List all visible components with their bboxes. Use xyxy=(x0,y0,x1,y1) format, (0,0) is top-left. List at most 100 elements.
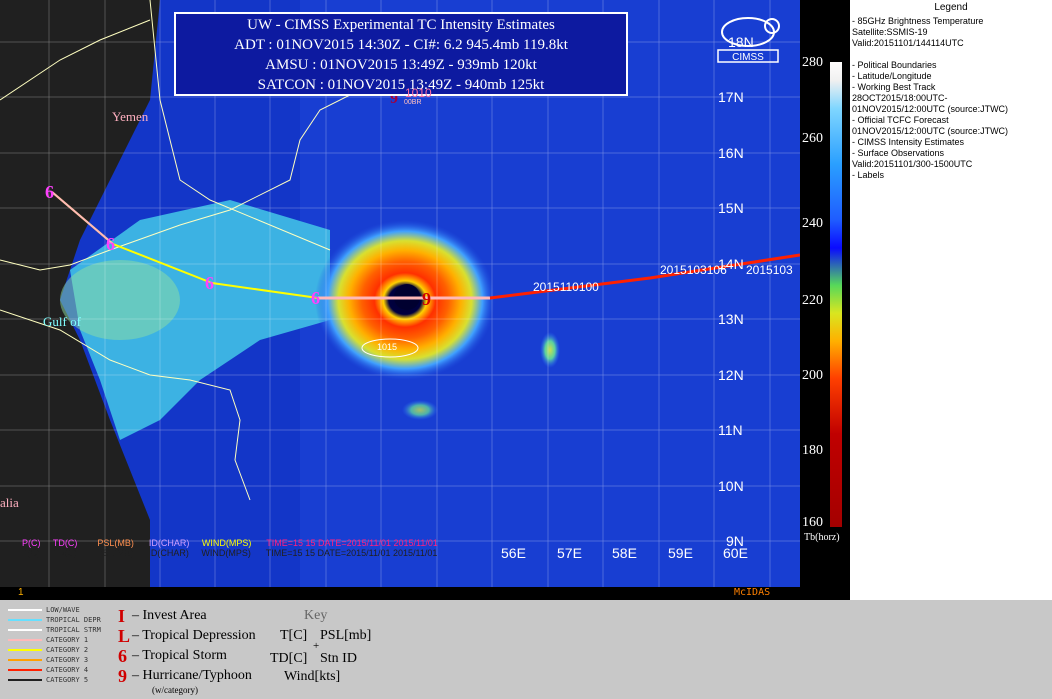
category-label: CATEGORY 5 xyxy=(46,676,89,684)
track-time-label: 2015103 xyxy=(746,263,793,277)
station-obs-label: 1015 xyxy=(377,342,398,352)
key-temp: T[C] xyxy=(280,628,308,643)
depression-symbol: L xyxy=(118,626,131,646)
ovl-label: TD(C) xyxy=(52,548,77,558)
category-label: CATEGORY 4 xyxy=(46,666,89,674)
legend-line: - Official TCFC Forecast xyxy=(852,115,949,125)
legend-line: - Latitude/Longitude xyxy=(852,71,932,81)
colorbar-tick: 180 xyxy=(802,443,823,458)
category-label: CATEGORY 3 xyxy=(46,656,89,664)
key-dewpoint: TD[C] xyxy=(270,651,308,666)
colorbar-tick: 160 xyxy=(802,515,823,530)
lon-label: 57E xyxy=(557,545,582,561)
track-time-label: 2015103106 xyxy=(660,263,727,277)
brightness-temp-colorbar xyxy=(830,62,842,527)
moisture-plume xyxy=(70,200,330,440)
satcon-estimate: SATCON : 01NOV2015 13:49Z - 940mb 125kt xyxy=(257,77,545,93)
lat-label: 17N xyxy=(718,89,744,105)
symbol-label: – Tropical Storm xyxy=(132,648,227,663)
category-swatch xyxy=(8,679,42,681)
legend-line: 01NOV2015/12:00UTC (source:JTWC) xyxy=(852,104,1009,114)
legend-line: - Surface Observations xyxy=(852,148,945,158)
lon-label: 58E xyxy=(612,545,637,561)
category-label: TROPICAL DEPR xyxy=(46,616,101,624)
key-plus: + xyxy=(313,640,320,652)
colorbar-unit: Tb(horz) xyxy=(804,532,840,543)
legend-line: - CIMSS Intensity Estimates xyxy=(852,137,965,147)
category-label: CATEGORY 1 xyxy=(46,636,89,644)
surface-obs-header: P(C) TD(C) PSL(MB) ID(CHAR) WIND(MPS) TI… xyxy=(22,538,438,548)
ovl-label: PSL(MB) xyxy=(97,538,134,548)
legend-line: - Working Best Track xyxy=(852,82,936,92)
ovl-label: PSL(MB) xyxy=(96,548,134,558)
legend-line xyxy=(852,49,1008,60)
convective-cell xyxy=(540,332,560,368)
legend-lines: - 85GHz Brightness Temperature Satellite… xyxy=(852,16,1008,181)
lat-label: 9N xyxy=(726,533,744,549)
symbol-label: – Hurricane/Typhoon xyxy=(132,668,252,683)
lat-label: 12N xyxy=(718,367,744,383)
lon-label: 60E xyxy=(723,545,748,561)
category-label: LOW/WAVE xyxy=(46,606,80,614)
status-strip xyxy=(0,587,800,600)
storm-symbol: 6 xyxy=(118,646,127,666)
key-panel: LOW/WAVE TROPICAL DEPR TROPICAL STRM CAT… xyxy=(0,600,1052,699)
category-label: TROPICAL STRM xyxy=(46,626,101,634)
invest-symbol: I xyxy=(118,606,126,626)
track-time-label: 2015110100 xyxy=(533,280,599,294)
storm-symbol: 6 xyxy=(311,288,320,308)
track-symbols: 6 6 6 6 9 9 xyxy=(45,90,431,309)
lon-label: 56E xyxy=(501,545,526,561)
land-mass xyxy=(0,0,160,600)
forecast-track-line xyxy=(489,253,800,300)
hurricane-symbol: 9 xyxy=(118,666,127,686)
legend-panel: Legend - 85GHz Brightness Temperature Sa… xyxy=(849,0,1052,600)
lat-label: 18N xyxy=(728,34,754,50)
colorbar-tick: 220 xyxy=(802,293,823,308)
ovl-label: TD(C) xyxy=(52,538,78,548)
legend-line: - Political Boundaries xyxy=(852,60,937,70)
satellite-map: 6 6 6 6 9 9 CIMSS UW - CIMSS Experimenta… xyxy=(0,0,800,600)
legend-line: 01NOV2015/12:00UTC (source:JTWC) xyxy=(852,126,1009,136)
symbol-label: – Tropical Depression xyxy=(132,628,256,643)
surface-obs-header: T(C) TD(C) PSL(MB) ID(CHAR) WIND(MPS) TI… xyxy=(22,548,437,558)
symbol-label: – Invest Area xyxy=(132,608,207,623)
amsu-estimate: AMSU : 01NOV2015 13:49Z - 939mb 120kt xyxy=(265,57,537,73)
key-title: Key xyxy=(304,608,328,623)
lat-label: 13N xyxy=(718,311,744,327)
storm-symbol: 6 xyxy=(106,234,115,254)
station-pressure-label: 1010 xyxy=(405,86,432,100)
ovl-label: TIME=15 15 DATE=2015/11/01 2015/11/01 xyxy=(265,548,438,558)
lon-label: 59E xyxy=(668,545,693,561)
cimss-logo: CIMSS xyxy=(712,12,784,64)
key-wind: Wind[kts] xyxy=(284,669,341,684)
mcidas-label: McIDAS xyxy=(734,587,771,598)
storm-symbol: 6 xyxy=(205,273,214,293)
map-canvas: 6 6 6 6 9 9 xyxy=(0,0,800,600)
legend-line: - Labels xyxy=(852,170,885,180)
legend-line: Valid:20151101/144114UTC xyxy=(852,38,964,48)
legend-line: Valid:20151101/300-1500UTC xyxy=(852,159,973,169)
legend-line: 28OCT2015/18:00UTC- xyxy=(852,93,948,103)
station-id-label: 00BR xyxy=(404,99,422,106)
station-marker xyxy=(361,338,419,358)
storm-symbol: 6 xyxy=(45,182,54,202)
symbol-note: (w/category) xyxy=(152,685,198,695)
legend-title: Legend xyxy=(934,2,968,13)
category-swatch xyxy=(8,619,42,621)
ovl-label: WIND(MPS) xyxy=(201,548,251,558)
frame-number: 1 xyxy=(18,587,24,598)
legend-line: Satellite:SSMIS-19 xyxy=(852,27,928,37)
adt-estimate: ADT : 01NOV2015 14:30Z - CI#: 6.2 945.4m… xyxy=(234,37,568,53)
ovl-label: WIND(MPS) xyxy=(201,538,252,548)
ovl-label: ID(CHAR) xyxy=(148,548,189,558)
ovl-label: P(C) xyxy=(22,538,41,548)
colorbar-tick: 240 xyxy=(802,216,823,231)
lat-label: 16N xyxy=(718,145,744,161)
key-pressure: PSL[mb] xyxy=(320,628,372,643)
category-swatch xyxy=(8,669,42,671)
ovl-label: TIME=15 15 DATE=2015/11/01 2015/11/01 xyxy=(266,538,438,548)
lat-label: 11N xyxy=(718,422,743,438)
place-label-gulf: Gulf of xyxy=(43,314,81,329)
category-swatch xyxy=(8,629,42,631)
